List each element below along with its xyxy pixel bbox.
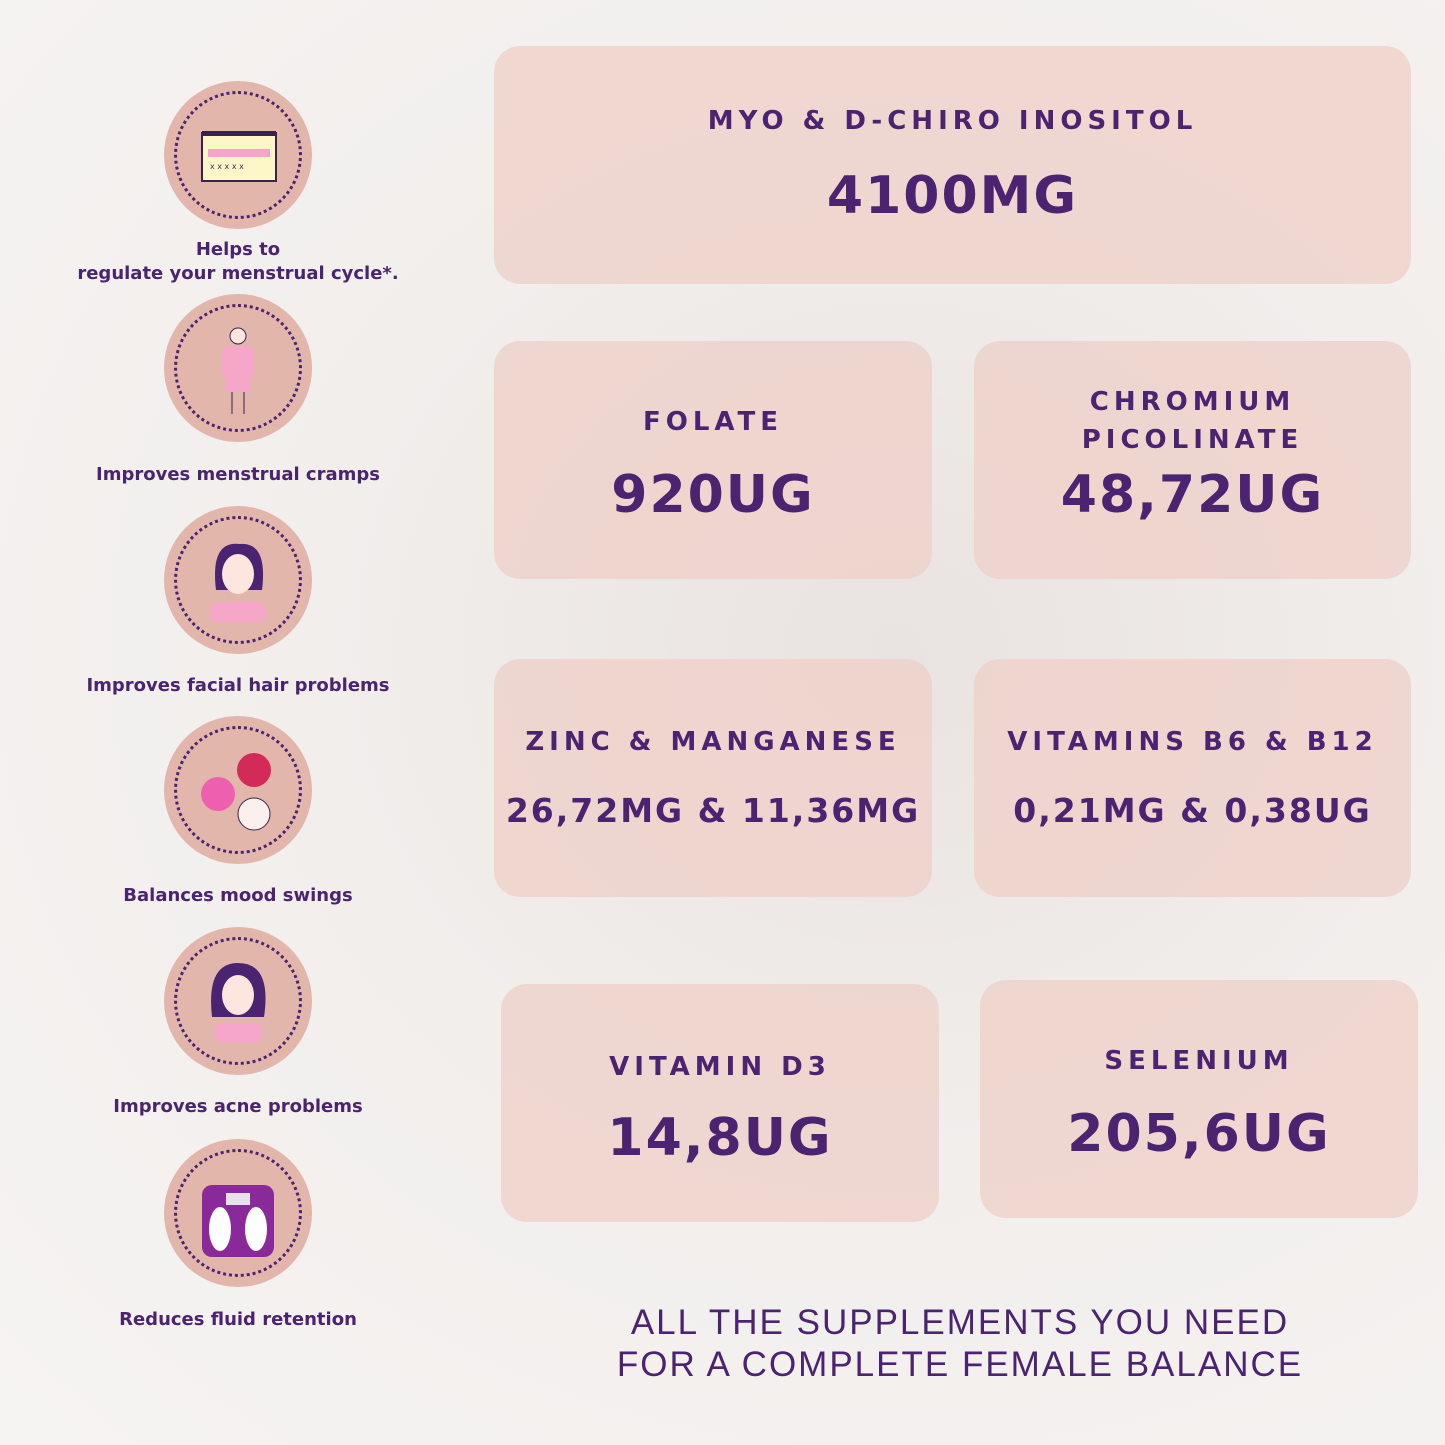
acne-icon	[164, 927, 312, 1075]
mood-swings-icon	[164, 716, 312, 864]
scale-icon	[164, 1139, 312, 1287]
ingredient-card-vitamins-b: VITAMINS B6 & B12 0,21MG & 0,38UG	[974, 659, 1411, 897]
benefit-caption: Improves menstrual cramps	[96, 464, 380, 485]
cramps-icon	[164, 294, 312, 442]
ingredient-name: VITAMINS B6 & B12	[1007, 727, 1378, 757]
benefit-caption: Balances mood swings	[123, 885, 353, 906]
ingredient-card-inositol: MYO & D-CHIRO INOSITOL 4100MG	[494, 46, 1411, 284]
facial-hair-icon	[164, 506, 312, 654]
ingredient-card-selenium: SELENIUM 205,6UG	[980, 980, 1418, 1218]
tagline: ALL THE SUPPLEMENTS YOU NEED FOR A COMPL…	[560, 1302, 1360, 1386]
ingredient-amount: 920UG	[611, 465, 815, 525]
ingredient-name: CHROMIUM PICOLINATE	[1081, 387, 1304, 455]
ingredient-name: FOLATE	[642, 407, 784, 437]
benefit-caption: Improves acne problems	[113, 1096, 363, 1117]
ingredient-card-zinc-manganese: ZINC & MANGANESE 26,72MG & 11,36MG	[494, 659, 932, 897]
benefit-caption: Reduces fluid retention	[119, 1309, 357, 1330]
ingredient-card-vitamin-d3: VITAMIN D3 14,8UG	[501, 984, 939, 1222]
ingredient-name: SELENIUM	[1104, 1046, 1294, 1076]
ingredient-amount: 4100MG	[826, 166, 1079, 226]
ingredient-name: MYO & D-CHIRO INOSITOL	[707, 106, 1198, 136]
svg-text:x x x x x: x x x x x	[210, 162, 244, 171]
ingredient-amount: 0,21MG & 0,38UG	[1013, 791, 1372, 830]
ingredient-amount: 205,6UG	[1067, 1104, 1331, 1164]
tagline-line-2: FOR A COMPLETE FEMALE BALANCE	[616, 1345, 1304, 1384]
calendar-icon: x x x x x	[164, 81, 312, 229]
ingredient-name: ZINC & MANGANESE	[525, 727, 901, 757]
ingredient-amount: 26,72MG & 11,36MG	[505, 791, 921, 830]
tagline-line-1: ALL THE SUPPLEMENTS YOU NEED	[630, 1303, 1290, 1342]
ingredient-name: VITAMIN D3	[609, 1052, 831, 1082]
ingredient-card-chromium: CHROMIUM PICOLINATE 48,72UG	[974, 341, 1411, 579]
ingredient-amount: 14,8UG	[607, 1108, 833, 1168]
ingredient-amount: 48,72UG	[1060, 465, 1325, 525]
ingredient-card-folate: FOLATE 920UG	[494, 341, 932, 579]
benefit-caption: Helps to regulate your menstrual cycle*.	[77, 239, 399, 284]
benefit-caption: Improves facial hair problems	[86, 675, 390, 696]
